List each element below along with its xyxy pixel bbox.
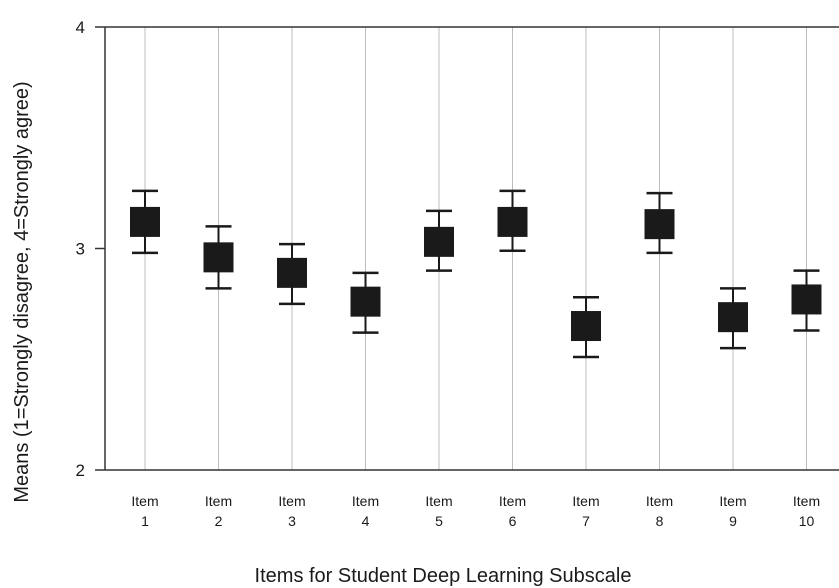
x-tick-label: 2 — [215, 513, 223, 529]
y-axis-title: Means (1=Strongly disagree, 4=Strongly a… — [11, 81, 33, 502]
x-tick-label: Item — [131, 493, 158, 509]
y-ticks: 2 3 4 — [76, 18, 105, 480]
y-tick-label: 3 — [76, 240, 85, 259]
mean-marker — [130, 206, 160, 237]
x-tick-label: 8 — [656, 513, 664, 529]
mean-marker — [424, 226, 454, 257]
x-tick-label: 9 — [729, 513, 737, 529]
x-tick-label: Item — [352, 493, 379, 509]
data-marks — [130, 189, 822, 359]
x-tick-label: Item — [278, 493, 305, 509]
y-tick-label: 4 — [76, 18, 85, 37]
x-tick-label: 4 — [362, 513, 370, 529]
x-tick-label: 5 — [435, 513, 443, 529]
mean-marker — [791, 284, 822, 315]
mean-marker — [644, 209, 675, 240]
mean-marker — [571, 311, 601, 342]
x-tick-label: Item — [425, 493, 452, 509]
x-tick-label: 10 — [799, 513, 815, 529]
mean-marker — [350, 286, 381, 317]
mean-marker — [203, 242, 234, 273]
x-tick-label: Item — [499, 493, 526, 509]
y-tick-label: 2 — [76, 461, 85, 480]
x-tick-label: 6 — [509, 513, 517, 529]
x-tick-label: 3 — [288, 513, 296, 529]
x-tick-label: Item — [572, 493, 599, 509]
x-tick-label: Item — [719, 493, 746, 509]
mean-marker — [718, 302, 748, 333]
grid-lines — [144, 27, 807, 470]
mean-marker — [497, 206, 528, 237]
mean-marker — [277, 257, 307, 288]
x-tick-label: 1 — [141, 513, 149, 529]
x-tick-label: Item — [793, 493, 820, 509]
x-axis-title: Items for Student Deep Learning Subscale — [255, 565, 632, 587]
x-tick-label: Item — [646, 493, 673, 509]
x-tick-labels: Item 1 Item 2 Item 3 Item 4 Item 5 Item 6 Item 7 Item 8… — [131, 493, 820, 529]
x-tick-label: 7 — [582, 513, 590, 529]
x-tick-label: Item — [205, 493, 232, 509]
